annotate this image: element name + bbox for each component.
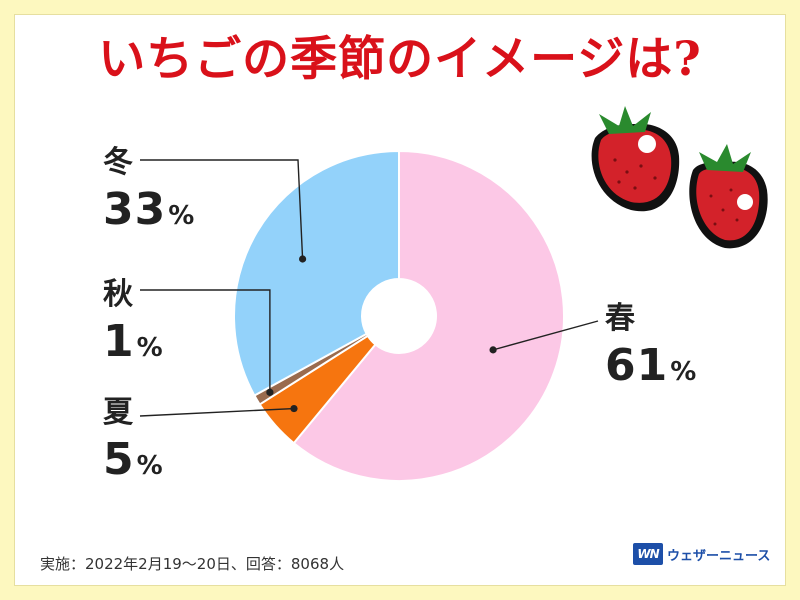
label-summer-pct: 5% <box>103 434 164 485</box>
leader-spring <box>492 320 599 351</box>
leader-winter-dot <box>298 255 307 263</box>
label-winter-name: 冬 <box>103 145 133 180</box>
leader-summer <box>139 407 295 417</box>
label-summer-name: 夏 <box>103 395 133 430</box>
brand-logo: WN ウェザーニュース <box>633 543 770 565</box>
label-winter-pct: 33% <box>103 184 196 235</box>
label-autumn: 秋 1% <box>103 280 164 364</box>
survey-note: 実施：2022年2月19〜20日、回答：8068人 <box>40 555 345 573</box>
brand-mark: WN <box>633 543 663 565</box>
leader-autumn <box>140 289 271 393</box>
label-spring: 春 61% <box>605 304 697 388</box>
label-spring-pct: 61% <box>605 340 698 391</box>
strawberry-icon <box>591 106 768 249</box>
brand-name: ウェザーニュース <box>667 548 771 564</box>
leader-summer-dot <box>290 404 298 413</box>
strawberry-left <box>591 106 680 212</box>
chart-card <box>14 14 786 586</box>
chart-title: いちごの季節のイメージは? <box>98 32 702 87</box>
label-spring-name: 春 <box>605 301 635 336</box>
label-autumn-name: 秋 <box>103 277 133 312</box>
leader-autumn-dot <box>266 388 274 396</box>
label-winter: 冬 33% <box>103 148 195 232</box>
label-autumn-pct: 1% <box>103 316 164 367</box>
slice-3 <box>233 149 400 397</box>
strawberry-right <box>689 144 768 249</box>
label-summer: 夏 5% <box>103 398 164 482</box>
leader-winter <box>140 159 304 260</box>
leader-spring-dot <box>489 346 497 354</box>
slice-0 <box>292 149 565 482</box>
